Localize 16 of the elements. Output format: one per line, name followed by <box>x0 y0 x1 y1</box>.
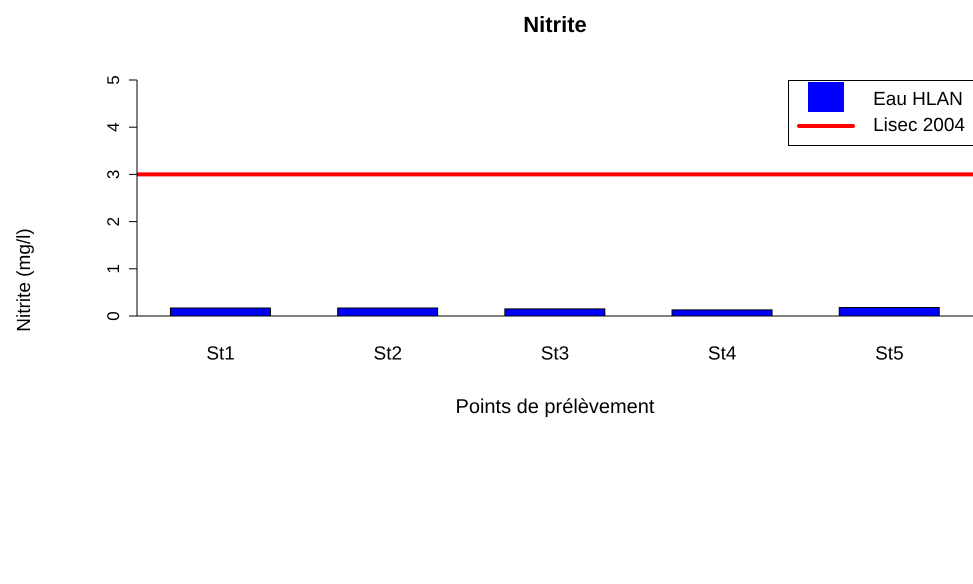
y-tick-label: 0 <box>104 311 123 321</box>
chart-title: Nitrite <box>522 12 588 38</box>
x-tick-label: St1 <box>206 343 235 364</box>
y-axis-title: Nitrite (mg/l) <box>14 228 36 332</box>
x-tick-label: St5 <box>875 343 904 364</box>
x-tick-label: St4 <box>708 343 737 364</box>
x-tick-label: St3 <box>540 343 570 364</box>
legend-label: Eau HLAN <box>873 89 963 111</box>
legend-label: Lisec 2004 <box>873 115 965 137</box>
y-tick-label: 4 <box>104 122 123 132</box>
y-tick-label: 1 <box>104 264 123 274</box>
y-tick-label: 2 <box>104 216 123 226</box>
x-tick-label: St2 <box>374 343 402 364</box>
y-tick-label: 3 <box>104 170 123 180</box>
x-axis-title: Points de prélèvement <box>455 396 655 418</box>
y-tick-label: 5 <box>104 75 123 85</box>
